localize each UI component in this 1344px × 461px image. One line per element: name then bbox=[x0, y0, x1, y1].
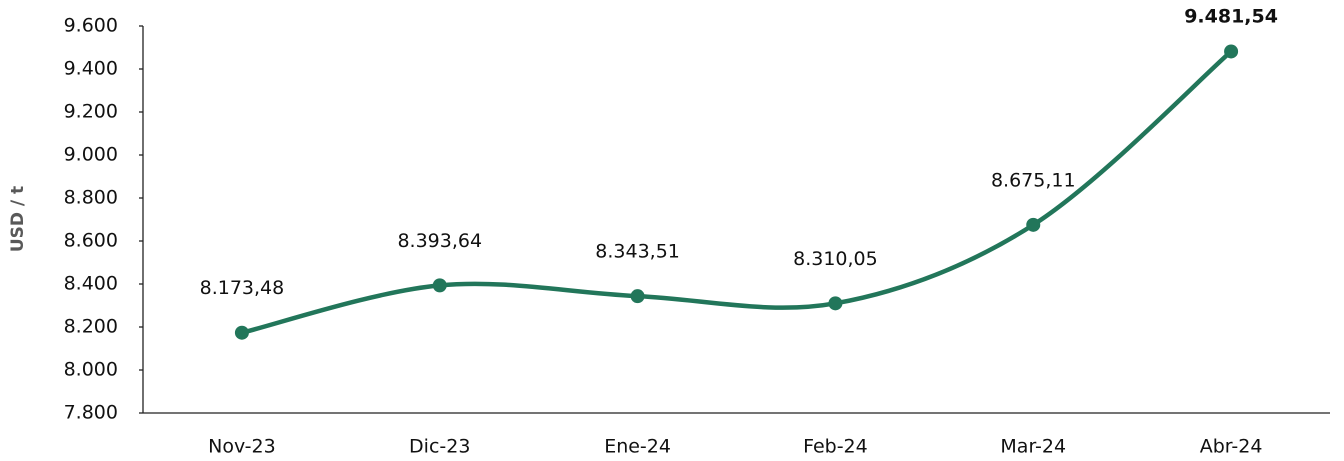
y-tick-label: 7.800 bbox=[64, 402, 118, 424]
point bbox=[1224, 44, 1239, 59]
x-tick-label: Ene-24 bbox=[604, 436, 671, 458]
y-tick-label: 9.400 bbox=[64, 58, 118, 80]
point bbox=[630, 289, 645, 304]
y-tick-label: 9.200 bbox=[64, 101, 118, 123]
x-tick-label: Feb-24 bbox=[803, 436, 868, 458]
x-tick-label: Dic-23 bbox=[409, 436, 470, 458]
point bbox=[234, 325, 249, 340]
point bbox=[1026, 217, 1041, 232]
point bbox=[432, 278, 447, 293]
data-label: 8.675,11 bbox=[991, 169, 1076, 191]
y-tick-label: 8.800 bbox=[64, 187, 118, 209]
line bbox=[241, 49, 1233, 335]
data-label: 9.481,54 bbox=[1184, 6, 1278, 28]
point bbox=[828, 296, 843, 311]
data-label: 8.173,48 bbox=[200, 277, 285, 299]
y-tick-label: 9.600 bbox=[64, 15, 118, 37]
x-tick-label: Nov-23 bbox=[208, 436, 276, 458]
data-label: 8.343,51 bbox=[595, 241, 680, 263]
y-tick-label: 8.200 bbox=[64, 316, 118, 338]
y-tick-label: 8.600 bbox=[64, 230, 118, 252]
x-tick-label: Abr-24 bbox=[1200, 436, 1263, 458]
y-tick-label: 9.000 bbox=[64, 144, 118, 166]
data-label: 8.310,05 bbox=[793, 248, 878, 270]
y-axis-label: USD / t bbox=[8, 186, 28, 252]
y-tick-label: 8.000 bbox=[64, 359, 118, 381]
y-tick-label: 8.400 bbox=[64, 273, 118, 295]
data-label: 8.393,64 bbox=[397, 230, 482, 252]
x-tick-label: Mar-24 bbox=[1000, 436, 1066, 458]
